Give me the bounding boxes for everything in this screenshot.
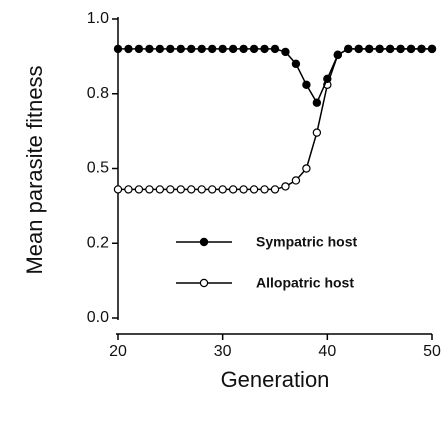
legend-label: Allopatric host <box>256 275 354 291</box>
data-point <box>134 185 144 194</box>
y-tick-label: 0.0 <box>87 309 109 326</box>
data-point <box>344 44 353 54</box>
x-tick-label: 30 <box>214 343 232 360</box>
y-tick-label: 1.0 <box>87 10 109 27</box>
data-point <box>354 44 363 54</box>
legend-label: Sympatric host <box>256 234 357 250</box>
data-point <box>291 176 301 185</box>
data-point <box>323 74 332 84</box>
data-point <box>260 185 269 194</box>
data-point <box>375 44 384 54</box>
data-point <box>385 44 395 54</box>
y-tick-label: 0.5 <box>87 160 109 177</box>
data-point <box>176 44 185 54</box>
data-point <box>113 44 123 54</box>
data-point <box>218 185 227 194</box>
data-point <box>365 44 374 54</box>
data-point <box>427 44 437 54</box>
data-point <box>281 182 290 191</box>
data-point <box>312 128 322 137</box>
data-point <box>281 47 290 57</box>
data-point <box>207 185 217 194</box>
data-point <box>406 44 416 54</box>
data-point <box>260 44 269 54</box>
series-line <box>118 48 432 105</box>
data-point <box>417 44 426 54</box>
data-point <box>228 185 238 194</box>
data-point <box>333 50 342 60</box>
data-point <box>187 185 196 194</box>
data-point <box>312 98 322 107</box>
data-point <box>228 44 238 54</box>
data-point <box>155 44 165 54</box>
data-point <box>197 185 206 194</box>
data-point <box>270 44 280 54</box>
x-axis-title: Generation <box>221 367 330 392</box>
data-point <box>239 44 248 54</box>
x-tick-label: 20 <box>109 343 127 360</box>
y-axis-title: Mean parasite fitness <box>22 65 47 274</box>
data-point <box>396 44 405 54</box>
x-tick-label: 50 <box>423 343 441 360</box>
y-tick-label: 0.2 <box>87 234 109 251</box>
data-point <box>187 44 196 54</box>
legend-marker <box>199 278 209 288</box>
data-point <box>302 80 311 89</box>
data-point <box>218 44 227 54</box>
data-point <box>166 185 175 194</box>
data-point <box>145 185 154 194</box>
x-tick-label: 40 <box>318 343 336 360</box>
data-point <box>124 185 133 194</box>
data-point <box>134 44 144 54</box>
data-point <box>249 44 259 54</box>
y-tick-label: 0.8 <box>87 85 109 102</box>
data-point <box>291 59 301 69</box>
data-point <box>176 185 185 194</box>
data-point <box>145 44 154 54</box>
data-point <box>270 185 280 194</box>
legend-marker <box>199 237 209 247</box>
data-point <box>197 44 206 54</box>
data-point <box>113 185 123 194</box>
data-point <box>207 44 217 54</box>
series-line <box>118 48 432 191</box>
data-point <box>124 44 133 54</box>
data-point <box>249 185 259 194</box>
data-point <box>302 164 311 173</box>
data-point <box>155 185 165 194</box>
data-point <box>239 185 248 194</box>
data-point <box>166 44 175 54</box>
